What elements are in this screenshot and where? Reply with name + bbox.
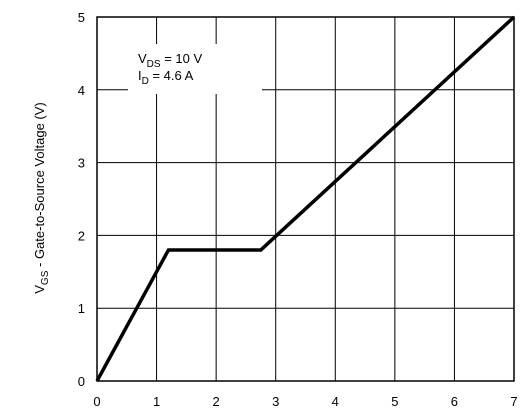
annotation-vds: VDS = 10 V bbox=[138, 51, 202, 70]
y-tick-label: 2 bbox=[78, 228, 85, 243]
y-tick-labels: 0 1 2 3 4 5 bbox=[78, 10, 85, 389]
x-tick-label: 4 bbox=[332, 394, 339, 409]
x-tick-label: 7 bbox=[510, 394, 517, 409]
annotation-background bbox=[128, 44, 262, 94]
annotation-id: ID = 4.6 A bbox=[138, 68, 194, 87]
x-tick-label: 5 bbox=[391, 394, 398, 409]
y-tick-label: 3 bbox=[78, 156, 85, 171]
x-tick-label: 6 bbox=[451, 394, 458, 409]
x-tick-label: 1 bbox=[153, 394, 160, 409]
y-tick-label: 0 bbox=[78, 374, 85, 389]
x-tick-label: 0 bbox=[93, 394, 100, 409]
y-axis-label: VGS - Gate-to-Source Voltage (V) bbox=[32, 102, 51, 293]
y-tick-label: 4 bbox=[78, 83, 85, 98]
x-tick-label: 2 bbox=[213, 394, 220, 409]
plot-frame bbox=[96, 16, 515, 382]
series-line-0 bbox=[95, 15, 516, 382]
series-layer bbox=[95, 15, 516, 382]
y-tick-label: 1 bbox=[78, 301, 85, 316]
y-tick-label: 5 bbox=[78, 10, 85, 25]
x-tick-label: 3 bbox=[272, 394, 279, 409]
x-tick-labels: 0 1 2 3 4 5 6 7 bbox=[93, 394, 517, 409]
